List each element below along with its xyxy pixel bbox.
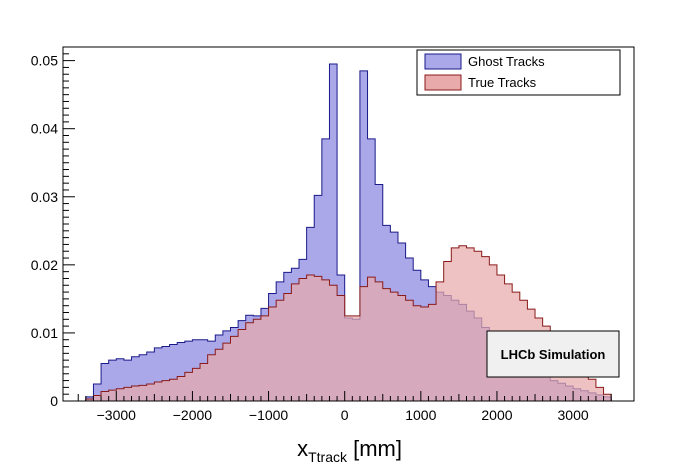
annotation-box [486,330,620,378]
y-tick-label: 0.02 [31,257,58,273]
legend-swatch-true-tracks [424,74,462,91]
series-area-true-tracks [85,245,612,402]
annotation: LHCb Simulation [486,330,620,378]
x-axis-title-main: x [297,436,308,461]
x-axis-title-sub: Ttrack [308,449,348,465]
series-true-tracks [85,245,612,402]
legend-label-true-tracks: True Tracks [468,75,537,90]
x-axis-title-unit: [mm] [347,436,402,461]
x-axis: −3000 −2000 −1000 0 1000 2000 3000 [77,391,612,423]
y-tick-label: 0.04 [31,121,58,137]
x-tick-label: 1000 [405,407,436,423]
x-tick-label: −2000 [173,407,213,423]
legend-label-ghost-tracks: Ghost Tracks [468,54,545,69]
y-axis: 0 0.01 0.02 0.03 0.04 0.05 [31,53,75,409]
legend-swatch-ghost-tracks [424,53,462,70]
x-tick-label: −3000 [97,407,137,423]
annotation-text: LHCb Simulation [501,347,606,362]
y-tick-label: 0.03 [31,189,58,205]
x-tick-label: −1000 [249,407,289,423]
legend: Ghost Tracks True Tracks [416,49,621,96]
x-tick-label: 0 [341,407,349,423]
x-axis-title: xTtrack [mm] [297,436,402,465]
x-tick-label: 2000 [481,407,512,423]
y-tick-label: 0 [50,393,58,409]
y-tick-label: 0.05 [31,53,58,69]
x-tick-label: 3000 [558,407,589,423]
y-tick-label: 0.01 [31,325,58,341]
